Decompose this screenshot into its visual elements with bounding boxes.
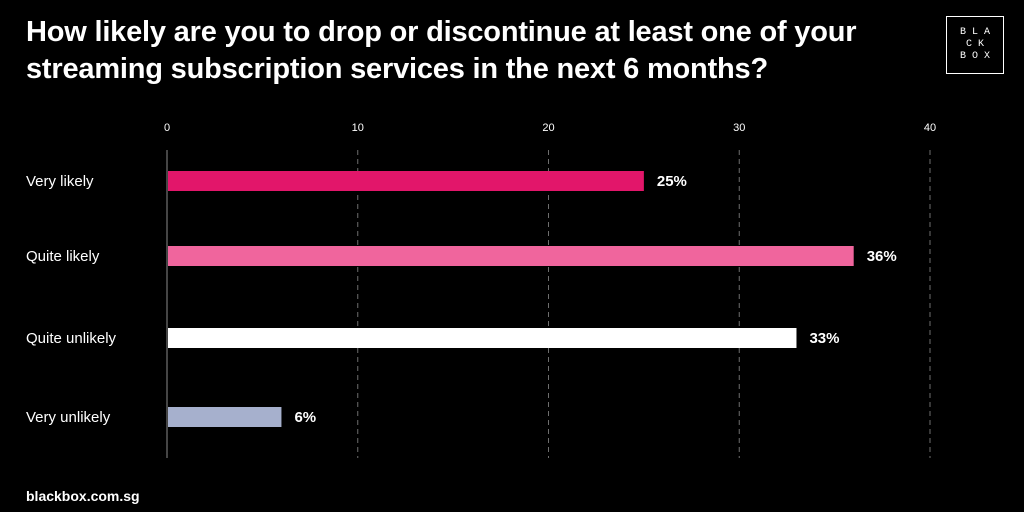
value-label: 6% bbox=[294, 409, 316, 426]
x-tick-label-30: 30 bbox=[733, 122, 745, 134]
bar bbox=[168, 407, 282, 427]
x-tick-label-40: 40 bbox=[924, 122, 936, 134]
category-label: Very unlikely bbox=[26, 409, 111, 426]
category-label: Very likely bbox=[26, 173, 94, 190]
x-tick-label-10: 10 bbox=[352, 122, 364, 134]
bar bbox=[168, 246, 854, 266]
bar bbox=[168, 171, 644, 191]
logo-line-1: BLA bbox=[959, 27, 996, 38]
x-tick-label-20: 20 bbox=[542, 122, 554, 134]
bar bbox=[168, 328, 797, 348]
value-label: 36% bbox=[867, 248, 897, 265]
category-label: Quite likely bbox=[26, 248, 100, 265]
value-label: 33% bbox=[809, 330, 839, 347]
footer-url: blackbox.com.sg bbox=[26, 488, 140, 504]
category-label: Quite unlikely bbox=[26, 330, 117, 347]
chart-title: How likely are you to drop or discontinu… bbox=[26, 16, 857, 85]
bar-chart: 0 10 20 30 40 Very likely 25% Quite likely 36% Qu… bbox=[26, 122, 936, 458]
x-tick-label-0: 0 bbox=[164, 122, 170, 134]
value-label: 25% bbox=[657, 173, 687, 190]
logo-line-2: CK bbox=[965, 39, 990, 50]
blackbox-logo: BLA CK BOX bbox=[946, 16, 1004, 74]
logo-line-3: BOX bbox=[959, 51, 996, 62]
